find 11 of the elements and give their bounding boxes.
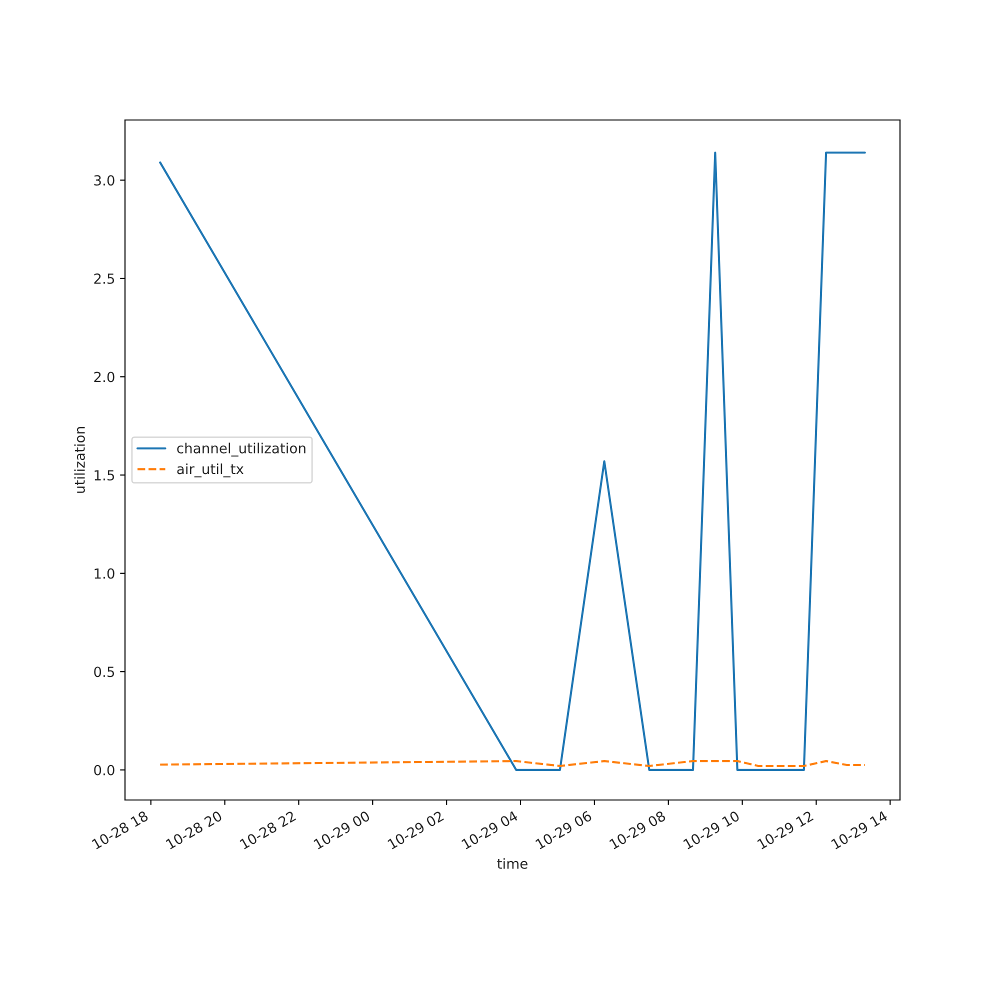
y-tick-label: 2.5 — [94, 273, 114, 284]
y-tick-label: 0.0 — [94, 764, 114, 776]
legend-label: channel_utilization — [177, 442, 306, 457]
y-axis-title: utilization — [74, 427, 85, 493]
y-tick-label: 1.5 — [94, 470, 114, 481]
y-tick-label: 3.0 — [94, 175, 114, 186]
x-axis-title: time — [497, 858, 528, 869]
legend-label: air_util_tx — [177, 463, 244, 478]
y-tick-label: 0.5 — [94, 666, 114, 678]
y-tick-label: 1.0 — [94, 568, 114, 579]
y-tick-label: 2.0 — [94, 372, 114, 382]
